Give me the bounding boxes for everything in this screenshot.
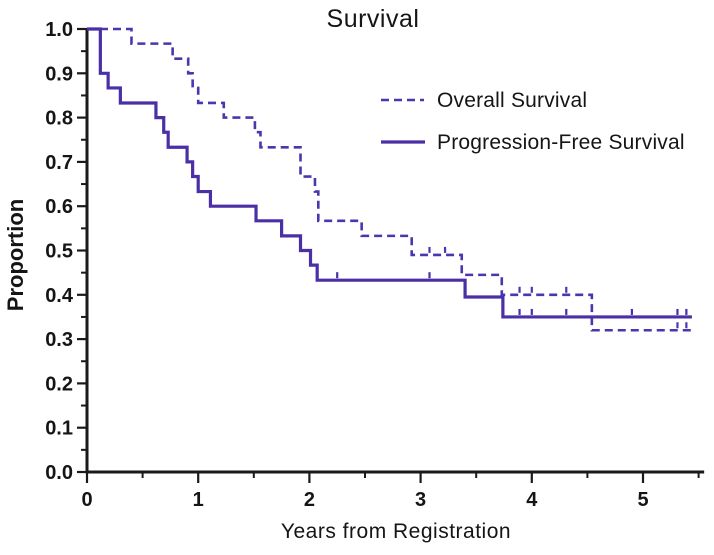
x-tick-label: 3	[415, 489, 426, 511]
y-tick-label: 0.5	[45, 241, 73, 263]
y-tick-label: 0.6	[45, 196, 73, 218]
x-tick-label: 1	[193, 489, 204, 511]
y-tick-label: 0.0	[45, 462, 73, 484]
legend: Overall Survival Progression-Free Surviv…	[381, 89, 685, 154]
x-tick-label: 2	[304, 489, 315, 511]
y-tick-label: 0.8	[45, 108, 73, 130]
x-tick-label: 0	[81, 489, 92, 511]
chart-title: Survival	[327, 5, 420, 33]
y-axis-label: Proportion	[3, 199, 28, 311]
y-tick-label: 0.1	[45, 418, 73, 440]
legend-label-progression-free-survival: Progression-Free Survival	[437, 131, 685, 154]
progression-free-survival-curve	[87, 27, 692, 319]
overall-survival-curve	[87, 27, 692, 332]
y-tick-label: 0.9	[45, 63, 73, 85]
legend-label-overall-survival: Overall Survival	[437, 89, 587, 112]
y-tick-label: 0.7	[45, 152, 73, 174]
y-tick-label: 0.3	[45, 329, 73, 351]
x-axis-label: Years from Registration	[281, 520, 511, 543]
plot-area: 1.0 0.9 0.8 0.7 0.6 0.5 0.4 0.3 0.2 0.1 0.0 0 1 2 3 4 5	[45, 19, 705, 511]
y-tick-label: 0.2	[45, 373, 73, 395]
y-tick-label: 0.4	[45, 285, 74, 307]
x-tick-label: 4	[526, 489, 538, 511]
y-tick-label: 1.0	[45, 19, 73, 41]
x-tick-label: 5	[637, 489, 648, 511]
